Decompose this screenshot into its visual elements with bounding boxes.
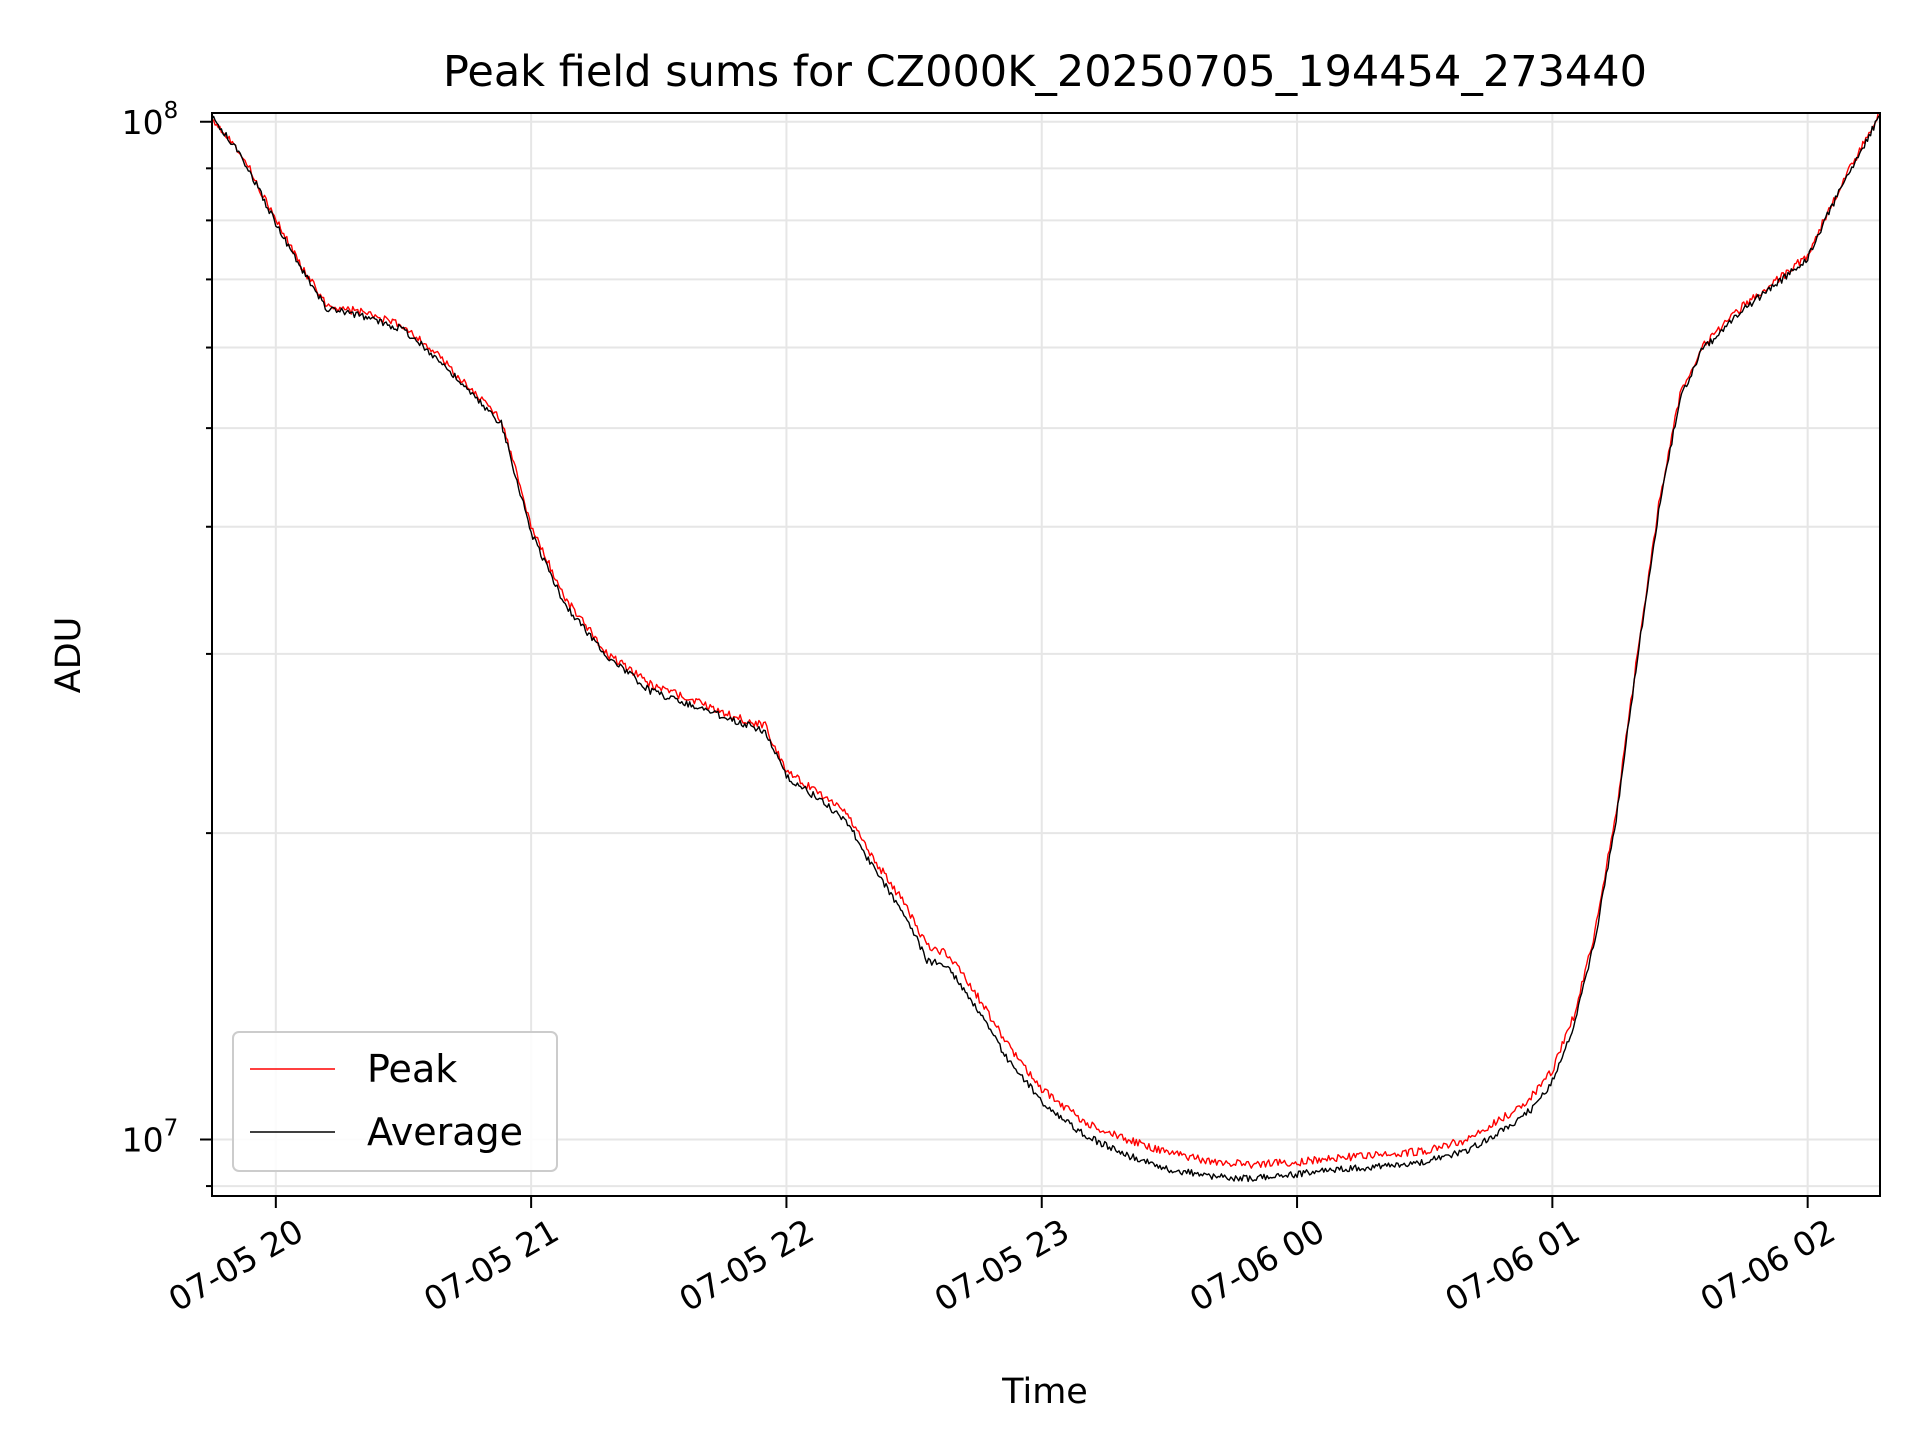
plot-area: [212, 113, 1880, 1183]
y-axis-label: ADU: [49, 617, 89, 694]
peak-legend-label: Peak: [367, 1047, 457, 1091]
y-tick-label: 107: [122, 1115, 179, 1159]
average-legend-label: Average: [367, 1110, 523, 1154]
y-axis: 107 108: [122, 98, 212, 1188]
legend-box: [232, 1031, 558, 1172]
y-tick-label: 108: [122, 98, 179, 142]
peak-series-line: [212, 113, 1880, 1169]
x-axis-label: Time: [1001, 1372, 1088, 1412]
average-series-line: [212, 114, 1880, 1183]
legend: Peak Average: [232, 1031, 558, 1172]
chart-title: Peak field sums for CZ000K_20250705_1944…: [443, 47, 1647, 97]
